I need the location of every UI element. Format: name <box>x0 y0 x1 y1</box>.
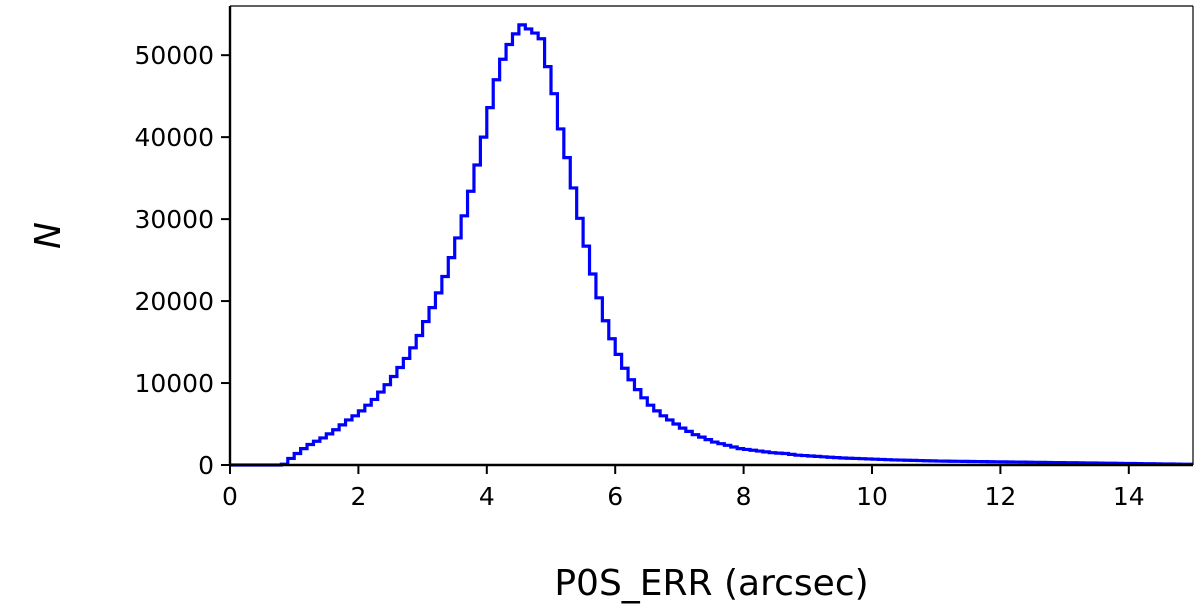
y-tick-label: 10000 <box>134 369 214 398</box>
x-tick-label: 6 <box>607 482 623 511</box>
y-tick-label: 0 <box>198 451 214 480</box>
x-tick-label: 10 <box>856 482 888 511</box>
y-tick-label: 20000 <box>134 287 214 316</box>
axis-spines <box>228 5 1194 467</box>
x-axis-ticks: 0 2 4 6 8 10 12 14 <box>222 465 1145 511</box>
y-tick-label: 50000 <box>134 41 214 70</box>
x-tick-label: 12 <box>984 482 1016 511</box>
plot-area: 0 2 4 6 8 10 12 14 0 10000 20000 30000 40000 50000 <box>134 5 1194 511</box>
x-axis-title: P0S_ERR (arcsec) <box>554 563 868 604</box>
x-tick-label: 0 <box>222 482 238 511</box>
y-axis-ticks: 0 10000 20000 30000 40000 50000 <box>134 41 230 480</box>
x-tick-label: 2 <box>350 482 366 511</box>
y-axis-title: N <box>28 222 69 249</box>
histogram-series <box>230 23 1193 467</box>
y-tick-label: 40000 <box>134 123 214 152</box>
x-tick-label: 4 <box>479 482 495 511</box>
x-tick-label: 14 <box>1113 482 1145 511</box>
x-tick-label: 8 <box>736 482 752 511</box>
y-tick-label: 30000 <box>134 205 214 234</box>
